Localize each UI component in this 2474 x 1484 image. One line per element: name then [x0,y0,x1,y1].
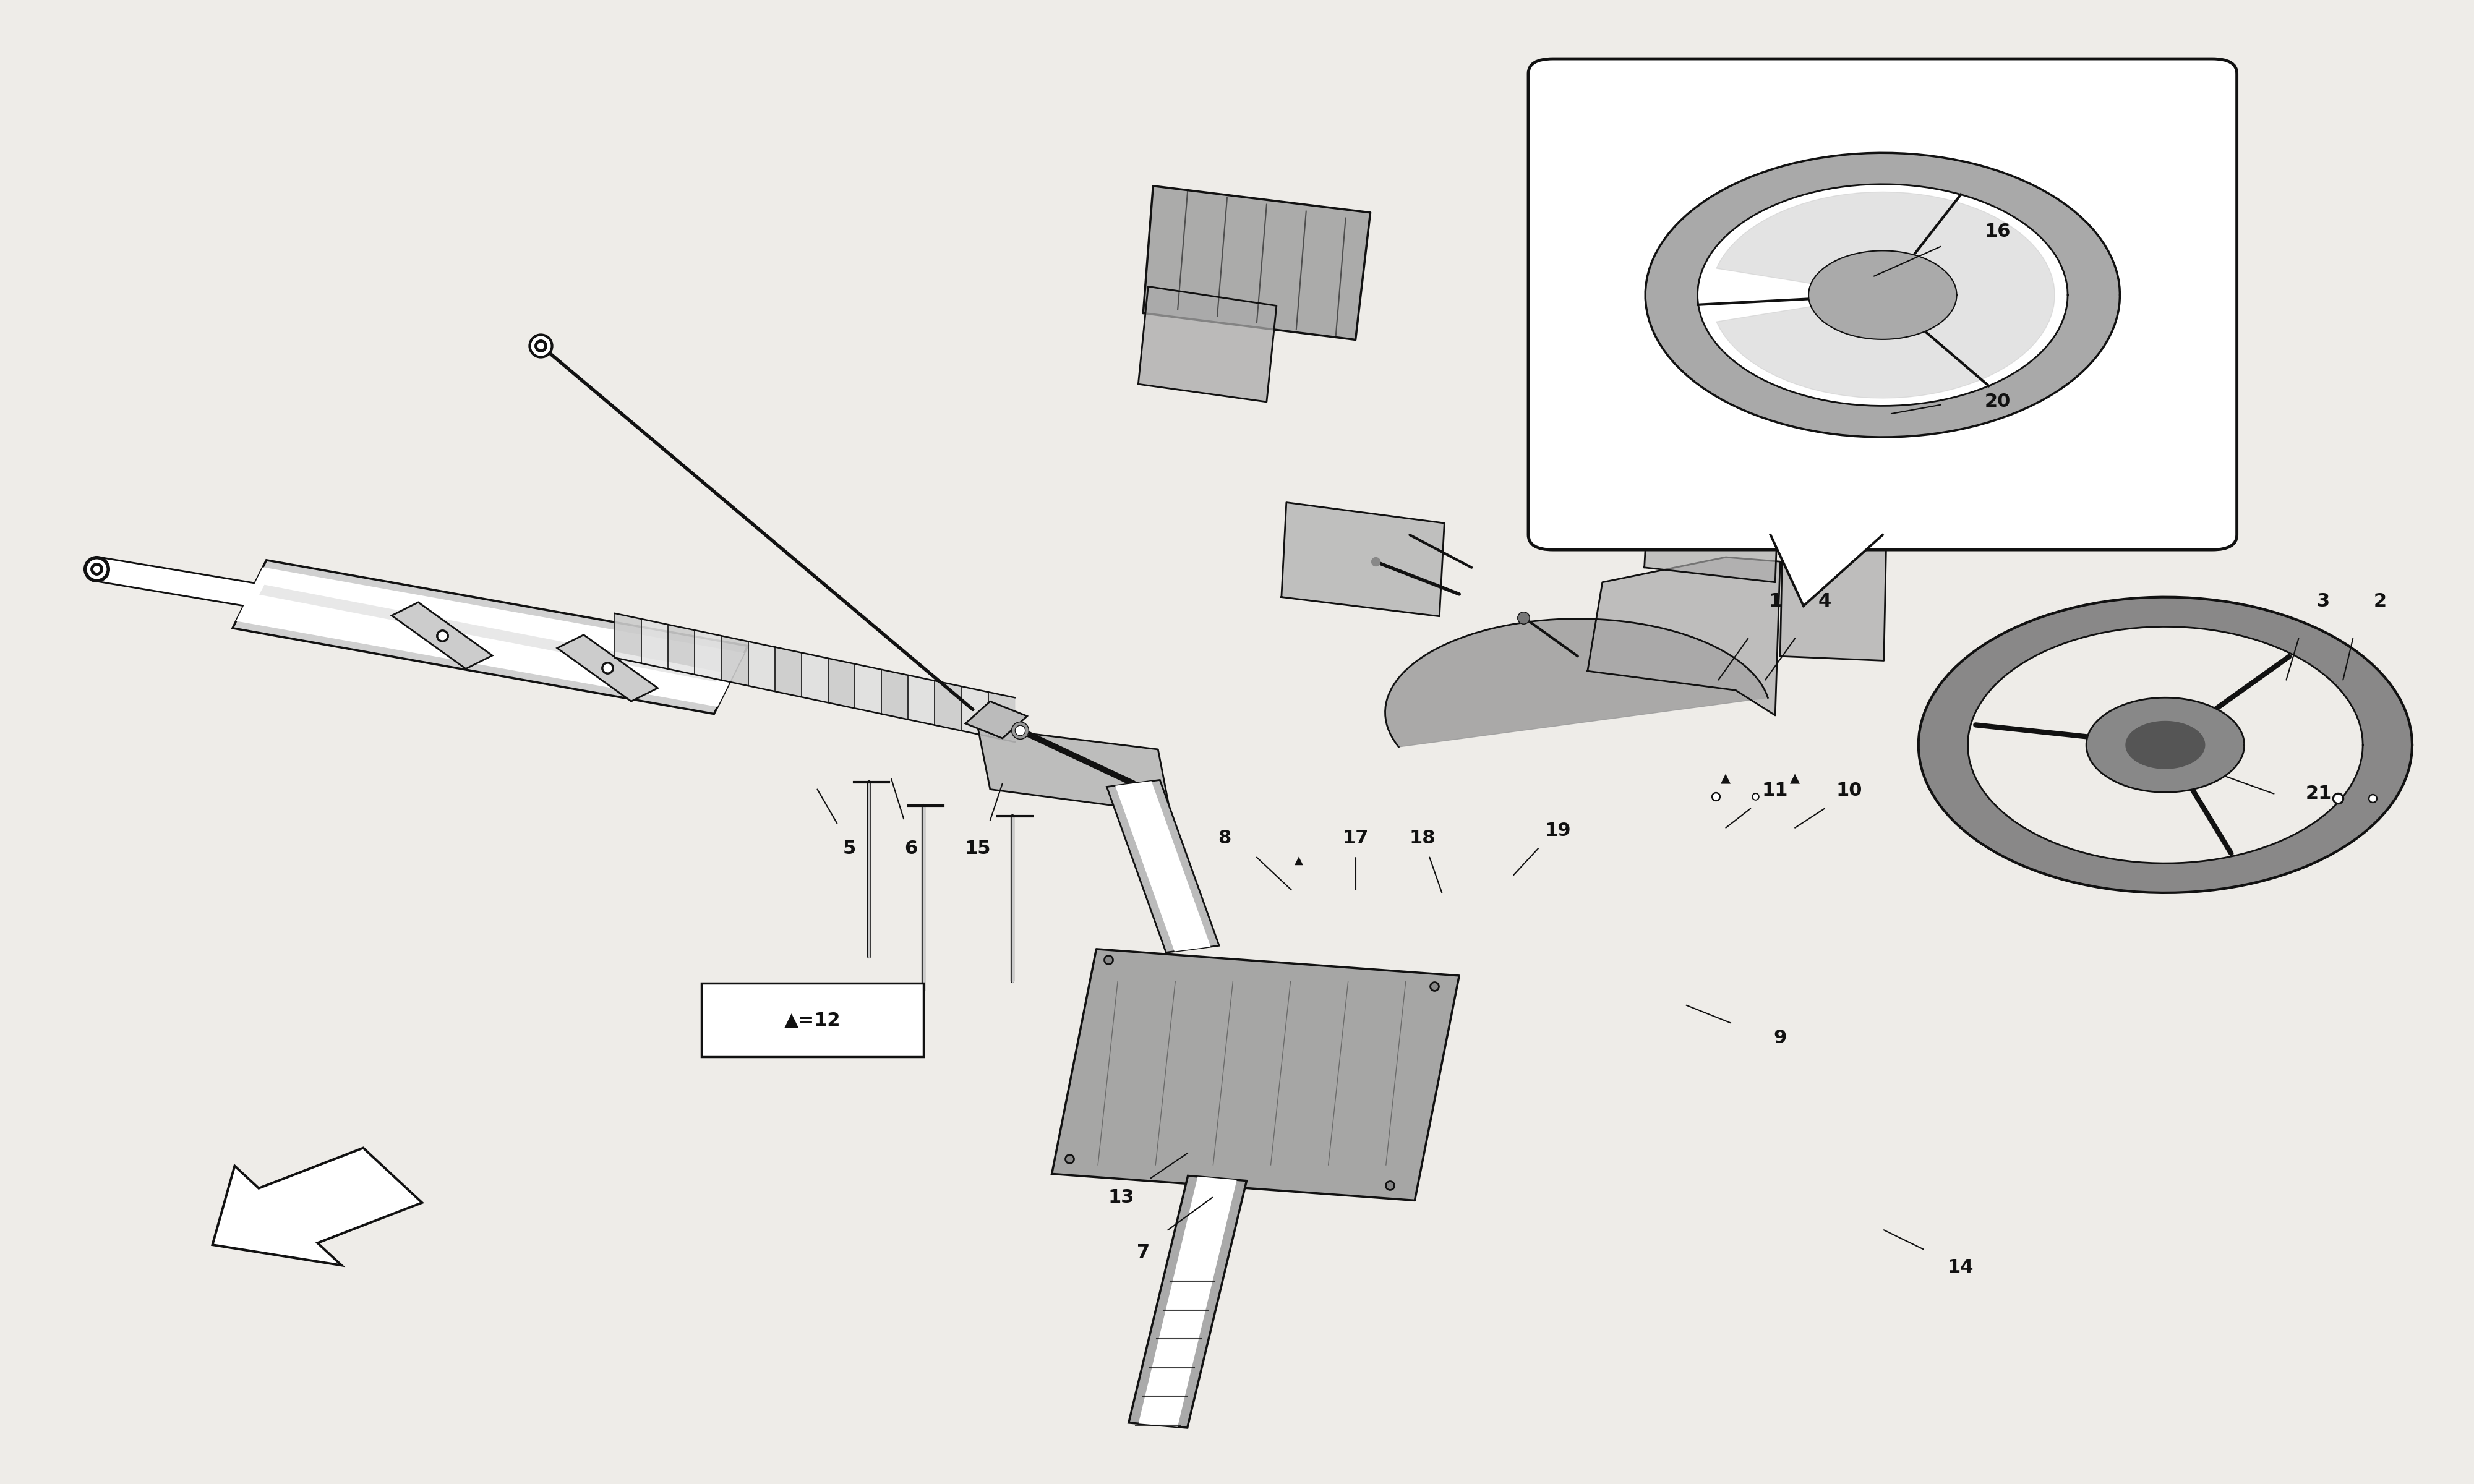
Polygon shape [1138,286,1277,402]
Polygon shape [802,653,829,702]
Polygon shape [2125,721,2204,769]
Polygon shape [1138,1177,1237,1428]
Polygon shape [1645,153,2120,438]
Polygon shape [908,675,935,726]
Text: 20: 20 [1984,393,2011,411]
Text: 19: 19 [1544,822,1571,840]
Text: 14: 14 [1947,1258,1974,1276]
Polygon shape [92,558,626,668]
Polygon shape [616,613,641,663]
Polygon shape [1717,191,2053,398]
Polygon shape [881,669,908,720]
Bar [700,982,923,1057]
Polygon shape [1732,138,2088,289]
Polygon shape [2086,697,2244,792]
Text: 8: 8 [1217,830,1232,847]
Text: 16: 16 [1984,223,2011,240]
Polygon shape [1282,503,1445,616]
Polygon shape [987,692,1014,742]
Polygon shape [722,635,747,686]
Text: 10: 10 [1836,782,1863,800]
Polygon shape [235,567,745,706]
Polygon shape [977,727,1170,813]
Polygon shape [1697,184,2068,407]
Polygon shape [965,702,1027,738]
Text: 2: 2 [2373,592,2387,610]
Polygon shape [935,681,962,730]
Text: 15: 15 [965,840,992,858]
Polygon shape [1645,429,1781,582]
Polygon shape [1106,781,1220,953]
Text: 6: 6 [905,840,918,858]
Text: 5: 5 [844,840,856,858]
Text: 13: 13 [1108,1189,1133,1206]
Polygon shape [557,635,658,702]
Polygon shape [641,619,668,669]
Text: 4: 4 [1818,592,1831,610]
Text: ▲: ▲ [1791,773,1801,785]
Polygon shape [1967,626,2363,864]
Polygon shape [1128,1175,1247,1428]
Polygon shape [1808,251,1957,340]
Polygon shape [747,641,774,692]
Polygon shape [962,687,987,736]
Polygon shape [829,659,856,708]
Polygon shape [1051,950,1460,1201]
Text: 1: 1 [1769,592,1781,610]
Polygon shape [1385,619,1769,746]
Polygon shape [668,625,695,675]
FancyBboxPatch shape [1529,59,2236,549]
Polygon shape [1588,556,1781,715]
Polygon shape [1917,597,2412,893]
Text: 9: 9 [1774,1028,1786,1046]
Text: 3: 3 [2316,592,2331,610]
Polygon shape [1143,186,1371,340]
Text: 7: 7 [1136,1244,1150,1261]
Text: 11: 11 [1761,782,1789,800]
Polygon shape [260,585,720,681]
Polygon shape [1781,533,1885,660]
Text: 21: 21 [2306,785,2331,803]
Text: 17: 17 [1343,830,1368,847]
Text: ▲: ▲ [1722,773,1732,785]
Text: ▲: ▲ [1294,855,1304,865]
Polygon shape [391,603,492,669]
Polygon shape [1771,534,1883,605]
Polygon shape [213,1149,423,1266]
Polygon shape [856,663,881,714]
Polygon shape [695,631,722,680]
Polygon shape [1116,781,1210,951]
Polygon shape [774,647,802,697]
Polygon shape [233,559,747,714]
Text: 18: 18 [1410,830,1435,847]
Text: ▲=12: ▲=12 [784,1011,841,1028]
